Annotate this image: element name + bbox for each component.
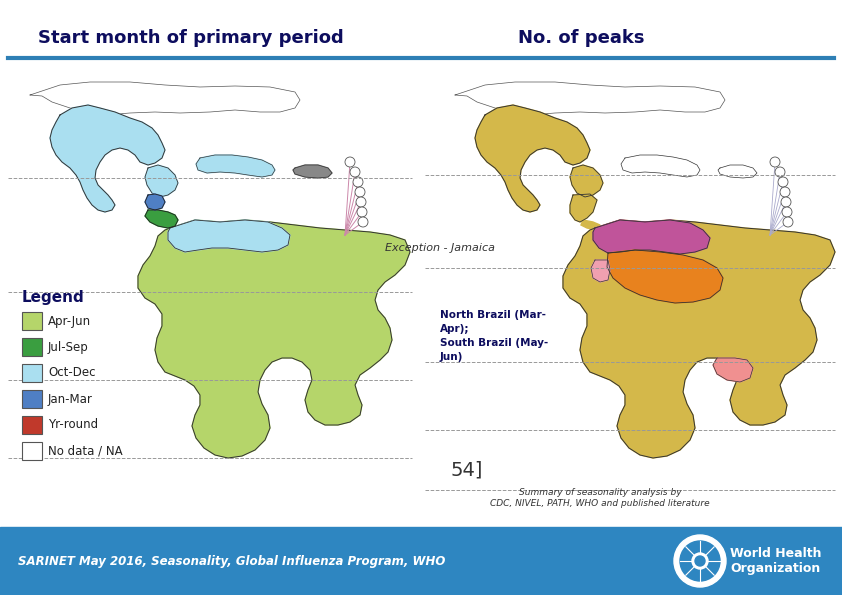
Polygon shape [196, 155, 275, 177]
Polygon shape [30, 82, 300, 115]
Circle shape [674, 535, 726, 587]
Circle shape [353, 177, 363, 187]
Polygon shape [475, 105, 590, 212]
Circle shape [695, 556, 705, 566]
Text: Apr-Jun: Apr-Jun [48, 315, 91, 327]
Polygon shape [455, 82, 725, 115]
Text: Oct-Dec: Oct-Dec [48, 367, 95, 380]
Text: Summary of seasonality analysis by
CDC, NIVEL, PATH, WHO and published literatur: Summary of seasonality analysis by CDC, … [490, 488, 710, 508]
Text: 54]: 54] [450, 461, 482, 480]
Circle shape [355, 187, 365, 197]
Polygon shape [581, 220, 600, 230]
Circle shape [778, 177, 788, 187]
Bar [22, 390, 42, 408]
Circle shape [770, 157, 780, 167]
Text: Legend: Legend [22, 290, 85, 305]
Circle shape [357, 207, 367, 217]
Polygon shape [570, 165, 603, 197]
Polygon shape [50, 105, 165, 212]
Bar [22, 442, 42, 460]
Text: Yr-round: Yr-round [48, 418, 99, 431]
Circle shape [780, 187, 790, 197]
Circle shape [345, 157, 355, 167]
Polygon shape [593, 220, 710, 254]
Bar [0, 527, 842, 595]
Polygon shape [570, 194, 597, 222]
Circle shape [782, 207, 792, 217]
Polygon shape [563, 220, 835, 458]
Polygon shape [293, 165, 332, 178]
Circle shape [356, 197, 366, 207]
Polygon shape [718, 165, 757, 178]
Text: Jul-Sep: Jul-Sep [48, 340, 88, 353]
Polygon shape [145, 194, 165, 210]
Polygon shape [138, 220, 410, 458]
Circle shape [783, 217, 793, 227]
Bar [22, 364, 42, 382]
Polygon shape [591, 260, 610, 282]
Text: SARINET May 2016, Seasonality, Global Influenza Program, WHO: SARINET May 2016, Seasonality, Global In… [18, 555, 445, 568]
Text: Exception - Jamaica: Exception - Jamaica [385, 243, 495, 253]
Polygon shape [168, 220, 290, 252]
Circle shape [775, 167, 785, 177]
Text: North Brazil (Mar-
Apr);
South Brazil (May-
Jun): North Brazil (Mar- Apr); South Brazil (M… [440, 310, 548, 362]
Bar [22, 312, 42, 330]
Circle shape [692, 553, 708, 569]
Text: World Health
Organization: World Health Organization [730, 547, 822, 575]
Circle shape [350, 167, 360, 177]
Bar [22, 416, 42, 434]
Polygon shape [607, 250, 723, 303]
Polygon shape [145, 165, 178, 197]
Circle shape [781, 197, 791, 207]
Text: No. of peaks: No. of peaks [518, 29, 644, 47]
Text: Jan-Mar: Jan-Mar [48, 393, 93, 406]
Bar [22, 338, 42, 356]
Circle shape [680, 541, 720, 581]
Polygon shape [713, 358, 753, 382]
Text: No data / NA: No data / NA [48, 444, 123, 458]
Polygon shape [621, 155, 700, 177]
Polygon shape [145, 210, 178, 228]
Circle shape [358, 217, 368, 227]
Text: Start month of primary period: Start month of primary period [38, 29, 344, 47]
